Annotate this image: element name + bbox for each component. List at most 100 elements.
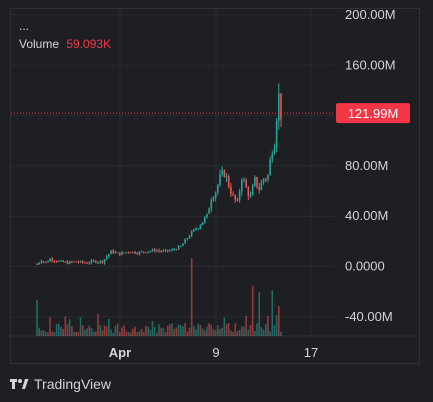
- candle-body: [36, 264, 38, 266]
- candle-body: [97, 262, 99, 264]
- x-tick-label: Apr: [109, 345, 131, 360]
- candle-body: [53, 260, 56, 262]
- volume-bar: [55, 324, 58, 336]
- volume-bar: [193, 325, 195, 336]
- candle-body: [169, 250, 171, 252]
- candle-body: [280, 93, 282, 120]
- volume-bar: [71, 326, 73, 336]
- volume-bar: [47, 332, 49, 336]
- candle-body: [49, 258, 51, 262]
- volume-label: Volume: [19, 37, 60, 51]
- candle-body: [262, 178, 265, 183]
- chart-canvas[interactable]: 200.00M160.00M120.00M80.00M40.00M0.0000-…: [11, 9, 419, 363]
- candle-body: [125, 252, 128, 254]
- chart-widget[interactable]: 200.00M160.00M120.00M80.00M40.00M0.0000-…: [10, 8, 420, 364]
- volume-bar: [256, 323, 258, 336]
- candle-body: [206, 213, 208, 218]
- candle-body: [132, 251, 134, 253]
- volume-bar: [162, 328, 165, 336]
- candle-body: [269, 159, 271, 176]
- candle-body: [221, 170, 223, 175]
- volume-bar: [271, 290, 274, 336]
- candle-body: [201, 222, 204, 226]
- candle-body: [129, 252, 132, 254]
- volume-bar: [212, 329, 215, 336]
- candle-body: [142, 251, 145, 253]
- y-tick-label: 40.00M: [345, 208, 388, 223]
- last-price-tag: [336, 103, 410, 124]
- y-tick-label: -40.00M: [345, 309, 393, 324]
- candle-body: [260, 182, 263, 190]
- y-tick-label: 0.0000: [345, 259, 385, 274]
- volume-bar: [97, 314, 99, 336]
- candle-body: [134, 251, 136, 254]
- candle-body: [123, 252, 125, 254]
- volume-bar: [197, 323, 200, 336]
- volume-bar: [182, 326, 184, 336]
- volume-bar: [164, 332, 167, 336]
- candle-body: [212, 198, 215, 201]
- y-tick-label: 160.00M: [345, 57, 396, 72]
- candle-body: [264, 178, 267, 180]
- candle-body: [273, 148, 276, 155]
- candle-body: [217, 184, 219, 193]
- volume-bar: [267, 315, 269, 336]
- candle-body: [186, 238, 189, 240]
- candle-body: [271, 154, 274, 160]
- candle-body: [227, 176, 230, 187]
- symbol-legend: ...: [19, 19, 30, 33]
- candle-body: [112, 250, 115, 253]
- candle-body: [149, 250, 152, 252]
- candle-body: [234, 194, 237, 200]
- volume-bar: [258, 292, 261, 336]
- volume-bar: [217, 325, 219, 336]
- volume-bar: [101, 330, 104, 336]
- candle-body: [90, 260, 93, 263]
- volume-bar: [221, 327, 223, 336]
- volume-bar: [108, 319, 110, 336]
- candle-body: [62, 260, 64, 263]
- volume-bar: [203, 330, 206, 336]
- candle-body: [171, 249, 173, 251]
- candle-body: [79, 260, 82, 263]
- brand-name: TradingView: [34, 376, 112, 392]
- candle-body: [73, 261, 75, 263]
- volume-bar: [153, 326, 156, 336]
- volume-bar: [105, 326, 108, 336]
- volume-bar: [129, 332, 132, 336]
- volume-bar: [132, 328, 134, 336]
- candle-body: [184, 239, 186, 244]
- candle-body: [199, 225, 202, 229]
- candle-body: [188, 236, 191, 239]
- candle-body: [138, 251, 141, 254]
- candle-body: [251, 185, 254, 196]
- volume-bar: [68, 319, 71, 336]
- volume-bar: [175, 327, 178, 336]
- volume-bar: [245, 315, 247, 336]
- candle-body: [267, 175, 269, 180]
- volume-bar: [195, 329, 197, 336]
- volume-bar: [227, 323, 230, 336]
- volume-bar: [42, 329, 45, 336]
- volume-bar: [184, 323, 186, 336]
- volume-bar: [169, 323, 171, 336]
- candle-body: [236, 199, 239, 201]
- candle-body: [127, 252, 130, 254]
- tradingview-branding[interactable]: TradingView: [10, 374, 111, 394]
- candle-body: [99, 260, 101, 263]
- candle-body: [88, 262, 91, 264]
- candle-body: [219, 174, 221, 185]
- candle-body: [278, 93, 280, 121]
- candle-body: [195, 228, 197, 230]
- candle-body: [68, 261, 71, 264]
- candle-body: [175, 249, 178, 251]
- candle-body: [51, 258, 54, 261]
- candle-body: [110, 250, 112, 255]
- candle-body: [136, 253, 139, 255]
- candle-body: [156, 250, 158, 252]
- volume-bar: [173, 329, 176, 336]
- volume-bar: [95, 331, 97, 336]
- candle-body: [103, 259, 106, 263]
- volume-value: 59.093K: [66, 37, 112, 51]
- candle-body: [116, 252, 119, 254]
